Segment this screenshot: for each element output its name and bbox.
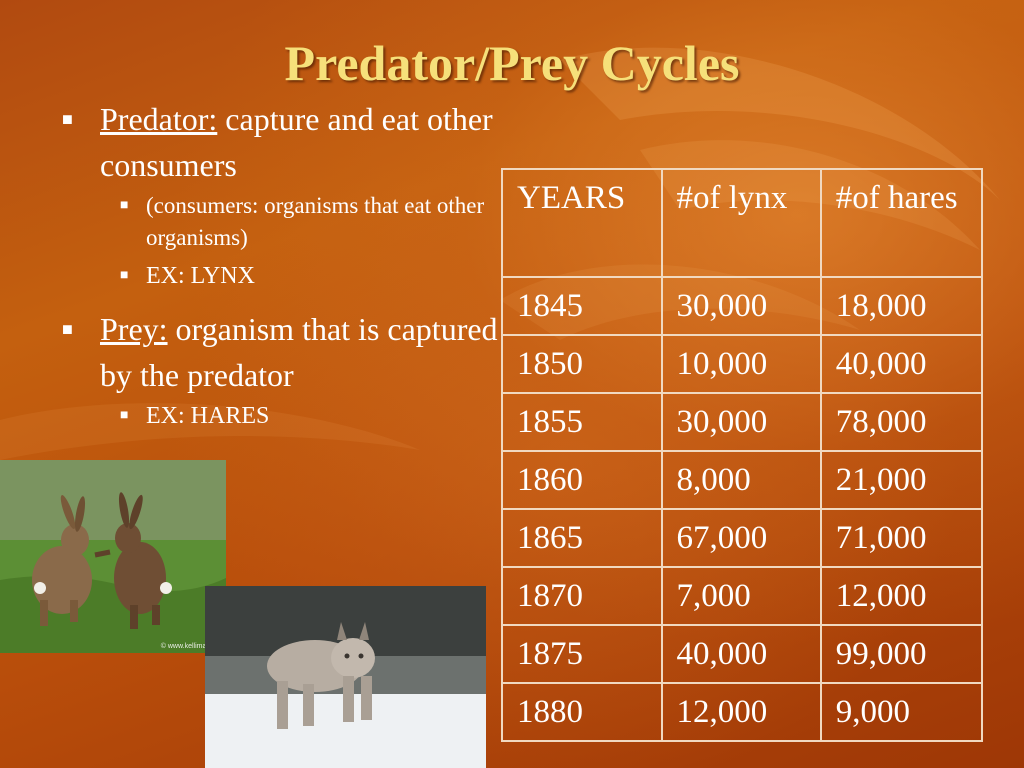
cell-hares: 71,000 (819, 508, 984, 568)
bullet-square-icon: ■ (62, 109, 73, 129)
bullet-square-icon: ■ (120, 198, 129, 213)
sub-bullet-hares: ■ EX: HARES (114, 400, 500, 432)
photo-copyright: © www.kellimage... (160, 643, 220, 650)
header-lynx: #of lynx (660, 168, 822, 278)
table-row: 1865 67,000 71,000 (501, 508, 984, 568)
population-table: YEARS #of lynx #of hares 1845 30,000 18,… (501, 168, 984, 742)
cell-hares: 9,000 (819, 682, 984, 742)
cell-hares: 78,000 (819, 392, 984, 452)
table-header-row: YEARS #of lynx #of hares (501, 168, 984, 278)
cell-lynx: 12,000 (660, 682, 822, 742)
bullet-square-icon: ■ (120, 408, 129, 423)
prey-term: Prey: (100, 311, 168, 347)
table-row: 1845 30,000 18,000 (501, 276, 984, 336)
sub-bullet-lynx: ■ EX: LYNX (114, 260, 500, 292)
table-row: 1855 30,000 78,000 (501, 392, 984, 452)
predator-definition: capture and eat other consumers (100, 101, 493, 183)
cell-year: 1875 (501, 624, 663, 684)
cell-year: 1865 (501, 508, 663, 568)
cell-lynx: 8,000 (660, 450, 822, 510)
cell-hares: 12,000 (819, 566, 984, 626)
cell-lynx: 30,000 (660, 392, 822, 452)
lynx-illustration (205, 586, 486, 768)
cell-year: 1850 (501, 334, 663, 394)
hares-illustration (0, 460, 226, 653)
sub-bullet-consumers: ■ (consumers: organisms that eat other o… (114, 190, 500, 254)
bullet-list: ■ Predator: capture and eat other consum… (60, 96, 500, 438)
cell-year: 1845 (501, 276, 663, 336)
table-row: 1875 40,000 99,000 (501, 624, 984, 684)
header-years: YEARS (501, 168, 663, 278)
lynx-photo (205, 586, 486, 768)
slide-title: Predator/Prey Cycles (284, 35, 740, 91)
cell-hares: 99,000 (819, 624, 984, 684)
cell-lynx: 10,000 (660, 334, 822, 394)
cell-hares: 18,000 (819, 276, 984, 336)
bullet-square-icon: ■ (62, 319, 73, 339)
cell-lynx: 67,000 (660, 508, 822, 568)
cell-lynx: 30,000 (660, 276, 822, 336)
table-row: 1870 7,000 12,000 (501, 566, 984, 626)
prey-definition: organism that is captured by the predato… (100, 311, 498, 393)
table-row: 1850 10,000 40,000 (501, 334, 984, 394)
header-hares: #of hares (819, 168, 984, 278)
cell-year: 1855 (501, 392, 663, 452)
table-row: 1860 8,000 21,000 (501, 450, 984, 510)
hares-photo: © www.kellimage... (0, 460, 226, 653)
cell-year: 1860 (501, 450, 663, 510)
predator-term: Predator: (100, 101, 218, 137)
cell-year: 1880 (501, 682, 663, 742)
cell-lynx: 40,000 (660, 624, 822, 684)
cell-hares: 40,000 (819, 334, 984, 394)
cell-hares: 21,000 (819, 450, 984, 510)
bullet-predator: ■ Predator: capture and eat other consum… (60, 96, 500, 188)
cell-year: 1870 (501, 566, 663, 626)
cell-lynx: 7,000 (660, 566, 822, 626)
table-row: 1880 12,000 9,000 (501, 682, 984, 742)
bullet-prey: ■ Prey: organism that is captured by the… (60, 306, 500, 398)
bullet-square-icon: ■ (120, 268, 129, 283)
